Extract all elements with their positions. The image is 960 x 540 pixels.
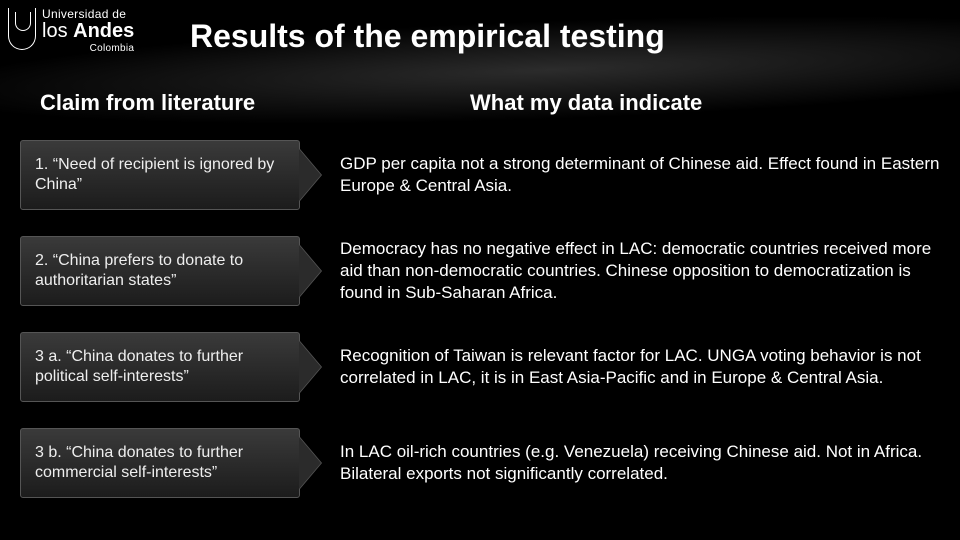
claim-text: 2. “China prefers to donate to authorita… bbox=[35, 251, 285, 291]
claim-box: 3 a. “China donates to further political… bbox=[20, 332, 300, 402]
logo-line2-bold: Andes bbox=[73, 20, 134, 42]
claim-text: 1. “Need of recipient is ignored by Chin… bbox=[35, 155, 285, 195]
finding-text: In LAC oil-rich countries (e.g. Venezuel… bbox=[300, 441, 940, 485]
result-row: 3 b. “China donates to further commercia… bbox=[20, 428, 940, 498]
results-rows: 1. “Need of recipient is ignored by Chin… bbox=[20, 140, 940, 524]
finding-text: GDP per capita not a strong determinant … bbox=[300, 153, 940, 197]
university-logo: Universidad de los Andes Colombia bbox=[8, 8, 134, 54]
claim-text: 3 b. “China donates to further commercia… bbox=[35, 443, 285, 483]
finding-text: Recognition of Taiwan is relevant factor… bbox=[300, 345, 940, 389]
slide-title: Results of the empirical testing bbox=[190, 18, 665, 55]
result-row: 2. “China prefers to donate to authorita… bbox=[20, 236, 940, 306]
claim-box: 3 b. “China donates to further commercia… bbox=[20, 428, 300, 498]
claim-box: 1. “Need of recipient is ignored by Chin… bbox=[20, 140, 300, 210]
logo-line2-light: los bbox=[42, 20, 73, 42]
column-header-finding: What my data indicate bbox=[470, 90, 702, 116]
result-row: 1. “Need of recipient is ignored by Chin… bbox=[20, 140, 940, 210]
logo-text: Universidad de los Andes Colombia bbox=[42, 8, 134, 54]
finding-text: Democracy has no negative effect in LAC:… bbox=[300, 238, 940, 304]
result-row: 3 a. “China donates to further political… bbox=[20, 332, 940, 402]
logo-country: Colombia bbox=[42, 44, 134, 55]
claim-text: 3 a. “China donates to further political… bbox=[35, 347, 285, 387]
column-header-claim: Claim from literature bbox=[40, 90, 255, 116]
claim-box: 2. “China prefers to donate to authorita… bbox=[20, 236, 300, 306]
logo-line2: los Andes bbox=[42, 21, 134, 42]
logo-mark-icon bbox=[8, 8, 36, 50]
